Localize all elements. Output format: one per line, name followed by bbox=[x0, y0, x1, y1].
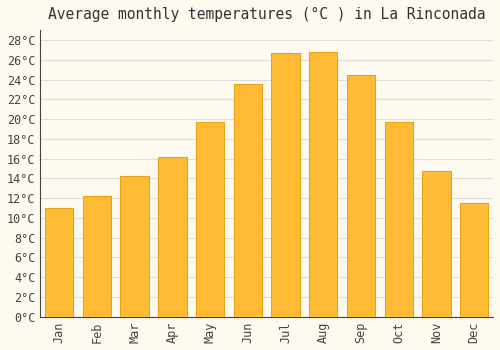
Bar bbox=[347, 75, 375, 317]
Bar bbox=[45, 208, 74, 317]
Title: Average monthly temperatures (°C ) in La Rinconada: Average monthly temperatures (°C ) in La… bbox=[48, 7, 486, 22]
Bar bbox=[158, 157, 186, 317]
Bar bbox=[234, 84, 262, 317]
Bar bbox=[422, 172, 450, 317]
Bar bbox=[384, 122, 413, 317]
Bar bbox=[460, 203, 488, 317]
Bar bbox=[309, 52, 338, 317]
Bar bbox=[196, 122, 224, 317]
Bar bbox=[83, 196, 111, 317]
Bar bbox=[120, 176, 149, 317]
Bar bbox=[272, 53, 299, 317]
